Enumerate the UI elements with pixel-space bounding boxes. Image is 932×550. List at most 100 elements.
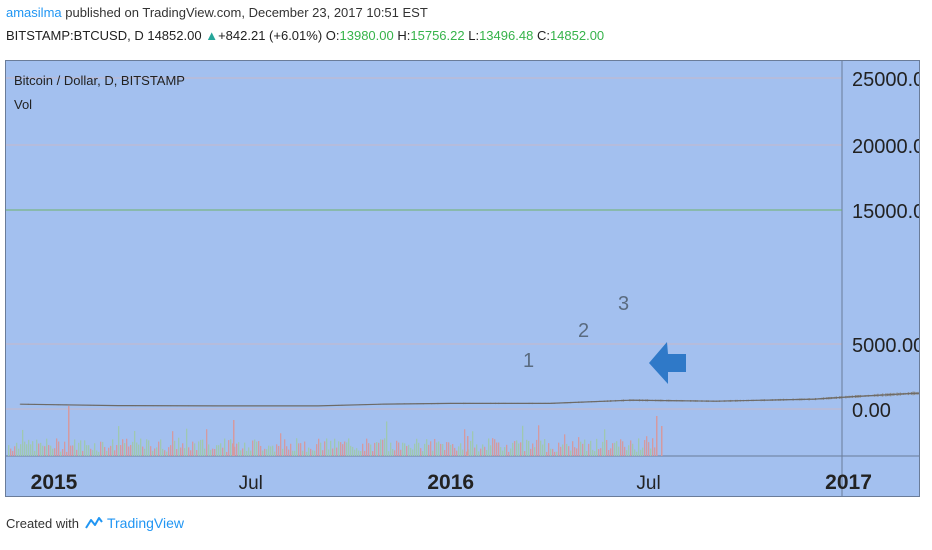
volume-bar xyxy=(334,438,336,456)
volume-bar xyxy=(306,451,308,456)
volume-bar xyxy=(42,445,44,456)
close-value: 14852.00 xyxy=(549,28,605,43)
volume-bar xyxy=(414,443,416,456)
volume-bar xyxy=(372,451,374,456)
volume-bar xyxy=(600,448,602,456)
ohlc-bar: BITSTAMP:BTCUSD, D 14852.00 ▲+842.21 (+6… xyxy=(6,28,604,43)
volume-bar xyxy=(314,450,316,456)
volume-bar xyxy=(420,448,422,456)
volume-bar xyxy=(186,428,188,456)
volume-bar xyxy=(230,439,232,456)
volume-bar xyxy=(240,450,242,456)
volume-bar xyxy=(388,451,390,456)
volume-bar xyxy=(234,446,236,456)
volume-bar xyxy=(156,447,158,456)
volume-bar xyxy=(520,442,522,456)
author-link[interactable]: amasilma xyxy=(6,5,62,20)
chart-canvas[interactable]: 25000.00 20000.00 15000.00 5000.00 0.00 2015 J… xyxy=(6,61,919,496)
volume-bar xyxy=(12,450,14,456)
volume-bar xyxy=(78,442,80,456)
volume-bar xyxy=(468,449,470,456)
volume-bar xyxy=(228,440,230,456)
volume-bar xyxy=(576,448,578,456)
volume-bar xyxy=(272,445,274,456)
volume-bar xyxy=(560,446,562,456)
volume-bar xyxy=(470,440,472,456)
volume-bar xyxy=(100,441,102,456)
chart-legend-vol: Vol xyxy=(14,97,33,112)
y-tick-label: 25000.00 xyxy=(852,69,919,91)
volume-bar xyxy=(348,438,350,456)
volume-bar xyxy=(378,442,380,456)
x-tick-label: 2017 xyxy=(825,471,872,494)
volume-bar xyxy=(536,439,538,456)
volume-bar xyxy=(86,445,88,456)
volume-bar xyxy=(254,439,256,456)
close-label: C: xyxy=(536,28,550,43)
volume-bar xyxy=(508,451,510,456)
published-text: published on TradingView.com, December 2… xyxy=(65,5,428,20)
volume-bar xyxy=(102,441,104,456)
volume-bar xyxy=(432,450,434,456)
volume-bar xyxy=(324,441,326,456)
volume-bar xyxy=(282,448,284,456)
volume-bar xyxy=(26,444,28,456)
volume-bar xyxy=(404,443,406,456)
volume-bar xyxy=(233,420,235,456)
chart-panel[interactable]: 25000.00 20000.00 15000.00 5000.00 0.00 2015 J… xyxy=(5,60,920,497)
volume-bar xyxy=(92,450,94,456)
volume-bar xyxy=(406,445,408,456)
volume-bar xyxy=(410,447,412,456)
volume-bar xyxy=(284,439,286,456)
volume-bar xyxy=(590,440,592,456)
volume-bar xyxy=(98,451,100,456)
volume-bar xyxy=(300,443,302,456)
volume-bar xyxy=(478,451,480,456)
volume-bar xyxy=(466,451,468,456)
tradingview-brand-link[interactable]: TradingView xyxy=(85,515,184,531)
volume-bar xyxy=(262,450,264,456)
volume-bar xyxy=(248,447,250,456)
volume-bar xyxy=(516,440,518,456)
volume-bar xyxy=(38,443,40,456)
volume-bar xyxy=(566,443,568,456)
volume-bar xyxy=(390,442,392,456)
volume-bar xyxy=(418,442,420,456)
volume-bar xyxy=(242,448,244,456)
volume-bar xyxy=(94,443,96,456)
volume-bar xyxy=(544,439,546,456)
y-tick-label: 20000.00 xyxy=(852,136,919,158)
low-label: L: xyxy=(468,28,480,43)
volume-bar xyxy=(250,450,252,456)
volume-bar xyxy=(552,448,554,456)
volume-bar xyxy=(310,448,312,456)
low-value: 13496.48 xyxy=(479,28,534,43)
volume-bar xyxy=(34,450,36,456)
volume-bar xyxy=(424,443,426,456)
volume-bar xyxy=(298,443,300,456)
volume-bar xyxy=(596,438,598,456)
volume-bar xyxy=(192,441,194,456)
volume-bar xyxy=(320,442,322,456)
volume-bar xyxy=(454,447,456,456)
volume-bar xyxy=(302,450,304,456)
volume-bar xyxy=(182,443,184,456)
volume-bar xyxy=(650,448,652,456)
volume-bar xyxy=(554,451,556,456)
volume-bar xyxy=(398,442,400,456)
volume-bar xyxy=(50,445,52,456)
volume-bar xyxy=(280,433,282,456)
volume-bar xyxy=(340,442,342,456)
volume-bar xyxy=(10,448,12,456)
volume-bar xyxy=(358,450,360,456)
volume-bar xyxy=(562,444,564,456)
volume-bar xyxy=(580,441,582,456)
volume-bar xyxy=(126,438,128,456)
volume-bar xyxy=(480,448,482,456)
volume-bar xyxy=(30,444,32,456)
volume-bar xyxy=(526,439,528,456)
volume-bar xyxy=(452,444,454,456)
volume-bar xyxy=(62,448,64,456)
volume-bar xyxy=(22,429,24,456)
open-label: O: xyxy=(325,28,340,43)
